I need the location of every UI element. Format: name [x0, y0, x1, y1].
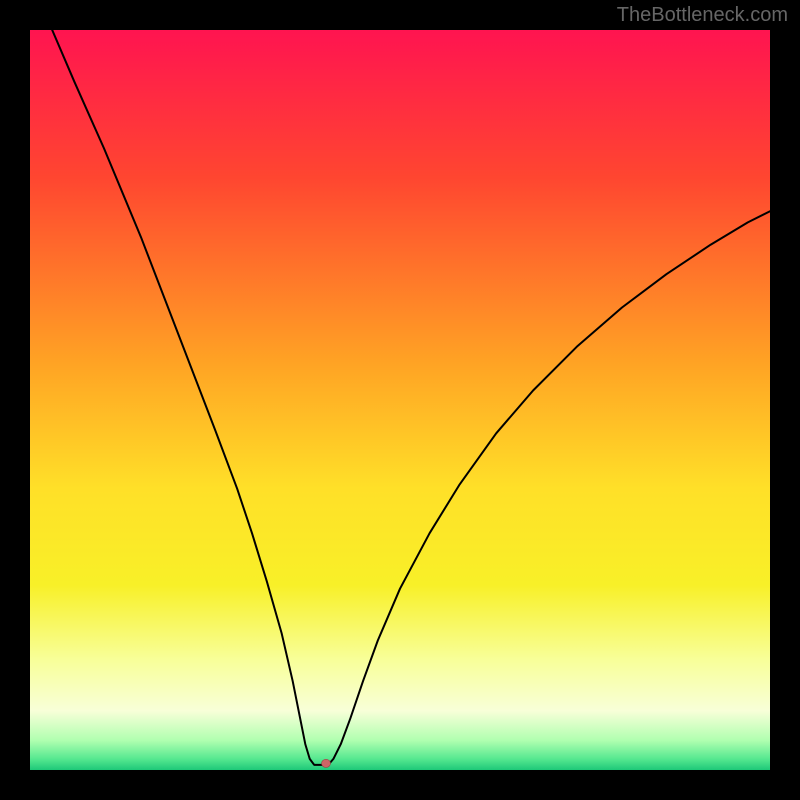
chart-svg	[30, 30, 770, 770]
watermark-text: TheBottleneck.com	[617, 4, 788, 27]
gradient-background	[30, 30, 770, 770]
plot-area	[30, 30, 770, 770]
minimum-marker	[322, 759, 331, 767]
